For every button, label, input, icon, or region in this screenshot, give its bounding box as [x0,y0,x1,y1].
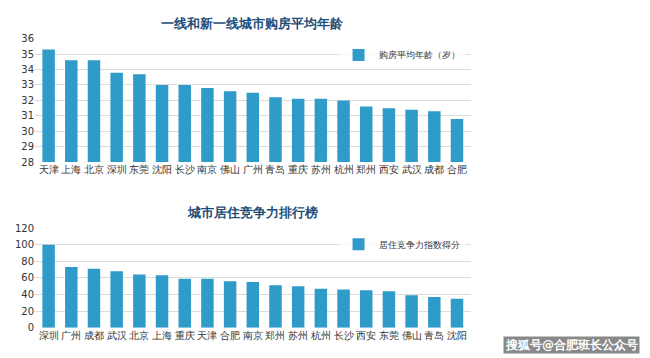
svg-text:南京: 南京 [197,164,217,175]
svg-text:杭州: 杭州 [333,164,354,175]
svg-text:购房平均年龄（岁）: 购房平均年龄（岁） [379,50,460,60]
svg-text:苏州: 苏州 [288,330,308,341]
svg-text:重庆: 重庆 [288,164,308,175]
svg-text:36: 36 [21,33,34,44]
svg-text:80: 80 [21,256,34,267]
svg-text:长沙: 长沙 [175,164,195,175]
svg-text:40: 40 [21,289,34,300]
svg-text:0: 0 [28,322,34,333]
svg-text:成都: 成都 [424,164,444,175]
svg-text:东莞: 东莞 [129,164,149,175]
svg-text:郑州: 郑州 [265,330,285,341]
svg-text:深圳: 深圳 [39,330,59,341]
svg-text:一线和新一线城市购房平均年龄: 一线和新一线城市购房平均年龄 [161,16,344,31]
svg-text:沈阳: 沈阳 [152,164,172,175]
svg-text:35: 35 [21,49,34,60]
svg-text:沈阳: 沈阳 [447,330,467,341]
svg-text:佛山: 佛山 [402,330,422,341]
svg-text:郑州: 郑州 [356,164,376,175]
svg-text:合肥: 合肥 [220,330,240,341]
svg-text:城市居住竞争力排行榜: 城市居住竞争力排行榜 [187,205,318,220]
svg-text:上海: 上海 [152,330,172,341]
svg-text:青岛: 青岛 [424,330,444,341]
svg-text:广州: 广州 [61,330,81,341]
svg-text:北京: 北京 [129,330,149,341]
svg-text:30: 30 [21,126,34,137]
svg-text:西安: 西安 [379,164,399,175]
svg-text:32: 32 [21,95,34,106]
svg-text:长沙: 长沙 [334,330,354,341]
svg-text:南京: 南京 [243,330,263,341]
svg-text:29: 29 [21,141,34,152]
svg-text:西安: 西安 [356,330,376,341]
svg-text:北京: 北京 [84,164,104,175]
svg-text:佛山: 佛山 [220,164,240,175]
svg-text:上海: 上海 [61,164,81,175]
svg-text:31: 31 [21,110,34,121]
svg-text:合肥: 合肥 [447,164,467,175]
svg-text:28: 28 [21,157,34,168]
svg-text:成都: 成都 [84,330,104,341]
svg-text:重庆: 重庆 [175,330,195,341]
svg-text:33: 33 [21,79,34,90]
svg-text:60: 60 [21,272,34,283]
svg-text:20: 20 [21,306,34,317]
svg-text:搜狐号@合肥班长公众号: 搜狐号@合肥班长公众号 [505,338,638,352]
svg-text:东莞: 东莞 [379,330,399,341]
svg-text:居住竞争力指数得分: 居住竞争力指数得分 [379,240,460,250]
svg-text:120: 120 [15,223,34,234]
svg-text:苏州: 苏州 [311,164,331,175]
svg-text:34: 34 [21,64,34,75]
svg-text:青岛: 青岛 [265,164,285,175]
svg-text:武汉: 武汉 [107,330,127,341]
svg-text:杭州: 杭州 [310,330,331,341]
svg-text:深圳: 深圳 [107,164,127,175]
svg-text:天津: 天津 [197,330,217,341]
svg-text:100: 100 [15,239,34,250]
svg-text:武汉: 武汉 [402,164,422,175]
svg-text:天津: 天津 [39,164,59,175]
svg-text:广州: 广州 [243,164,263,175]
